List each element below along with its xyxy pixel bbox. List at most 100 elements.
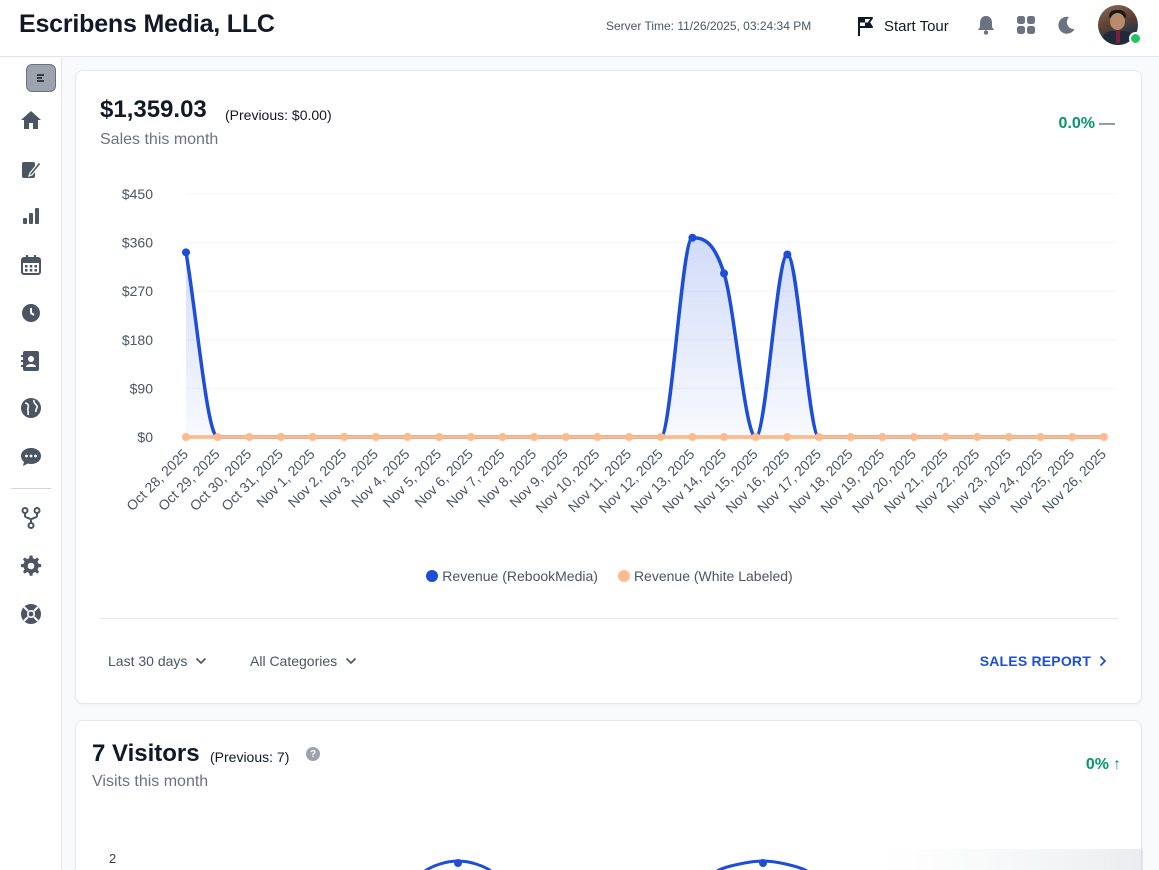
data-point-white-labeled[interactable] [593,433,602,441]
start-tour-label: Start Tour [884,17,949,35]
series-area-rebookmedia [186,237,1104,437]
start-tour-button[interactable]: Start Tour [856,14,949,38]
data-point-white-labeled[interactable] [878,433,887,441]
legend-item-rebookmedia[interactable]: Revenue (RebookMedia) [426,568,598,584]
visitors-change: 0% ↑ [1086,756,1121,774]
y-tick-label: $90 [130,380,154,396]
sales-amount: $1,359.03 [100,96,207,123]
legend-label-white-labeled: Revenue (White Labeled) [633,568,793,584]
period-dropdown[interactable]: Last 30 days [108,653,207,669]
legend-item-white-labeled[interactable]: Revenue (White Labeled) [617,568,793,584]
data-point-white-labeled[interactable] [973,433,982,441]
visitors-subtitle: Visits this month [92,773,209,790]
user-avatar[interactable] [1098,5,1138,45]
chevron-down-icon [346,657,357,665]
visitors-change-value: 0% [1085,756,1109,773]
data-point-white-labeled[interactable] [1099,433,1108,441]
clock-icon[interactable] [19,301,43,325]
sales-card: $1,359.03 (Previous: $0.00) Sales this m… [75,70,1142,704]
sidebar [0,58,62,870]
data-point-white-labeled[interactable] [403,433,412,441]
contacts-book-icon[interactable] [19,349,43,373]
legend-dot-rebookmedia [426,570,439,582]
server-time: Server Time: 11/26/2025, 03:24:34 PM [606,19,812,33]
y-tick-label: $0 [137,429,153,445]
visitors-previous: (Previous: 7) [210,749,290,765]
moon-icon[interactable] [1055,14,1077,36]
sidebar-divider [11,488,51,489]
legend-label-rebookmedia: Revenue (RebookMedia) [442,568,598,584]
apps-grid-icon[interactable] [1015,14,1037,36]
data-point-rebookmedia[interactable] [182,248,190,257]
card-divider [100,618,1118,619]
flag-icon [858,17,873,36]
menu-lines-icon [37,74,44,82]
visitors-title: 7 Visitors [92,740,200,767]
edit-document-icon[interactable] [19,157,43,181]
data-point-white-labeled[interactable] [561,433,570,441]
data-point-white-labeled[interactable] [182,433,190,441]
sales-change-indicator: — [1099,115,1115,132]
bell-icon[interactable] [975,14,997,36]
globe-icon[interactable] [19,396,43,420]
visitors-chart [424,849,1143,870]
data-point-white-labeled[interactable] [435,433,444,441]
data-point-white-labeled[interactable] [941,433,950,441]
data-point-white-labeled[interactable] [1068,433,1077,441]
sales-report-link[interactable]: SALES REPORT [980,653,1107,669]
data-point-white-labeled[interactable] [1004,433,1013,441]
data-point-rebookmedia[interactable] [783,250,792,259]
y-tick-label: $360 [122,235,153,251]
chevron-down-icon [196,657,207,665]
calendar-icon[interactable] [19,253,43,277]
category-dropdown-label: All Categories [250,653,338,669]
data-point-white-labeled[interactable] [276,433,285,441]
home-icon[interactable] [19,108,43,132]
series-line-rebookmedia [184,235,1104,439]
top-header: Escribens Media, LLC Server Time: 11/26/… [0,0,1159,57]
data-point-white-labeled[interactable] [656,433,665,441]
data-point-white-labeled[interactable] [213,433,222,441]
bar-chart-icon[interactable] [19,204,43,228]
chat-bubble-icon[interactable] [19,445,43,469]
chevron-right-icon [1099,655,1107,667]
data-point-white-labeled[interactable] [371,433,380,441]
visitors-y-tick: 2 [109,851,117,866]
data-point-rebookmedia[interactable] [688,233,697,242]
gear-icon[interactable] [19,554,43,578]
data-point-white-labeled[interactable] [498,433,507,441]
data-point-white-labeled[interactable] [751,433,760,441]
sidebar-collapse-button[interactable] [26,64,56,92]
data-point-white-labeled[interactable] [625,433,634,441]
help-icon[interactable]: ? [306,747,320,761]
sales-subtitle: Sales this month [100,131,219,148]
data-point-white-labeled[interactable] [815,433,823,441]
online-status-indicator [1129,32,1142,45]
sales-change: 0.0% — [1059,115,1115,133]
data-point-white-labeled[interactable] [688,433,697,441]
data-point-white-labeled[interactable] [308,433,317,441]
up-arrow-icon: ↑ [1113,756,1121,773]
data-point-white-labeled[interactable] [783,433,792,441]
data-point-white-labeled[interactable] [1036,433,1045,441]
data-point-white-labeled[interactable] [720,433,729,441]
data-point-white-labeled[interactable] [466,433,475,441]
data-point-white-labeled[interactable] [245,433,254,441]
company-name: Escribens Media, LLC [19,10,275,38]
lifebuoy-icon[interactable] [19,602,43,626]
sales-previous: (Previous: $0.00) [225,107,332,123]
fork-branch-icon[interactable] [19,506,43,530]
data-point-white-labeled[interactable] [530,433,539,441]
data-point-white-labeled[interactable] [340,433,349,441]
data-point-rebookmedia[interactable] [720,269,729,278]
data-point-white-labeled[interactable] [846,433,855,441]
y-tick-label: $270 [122,283,153,299]
visitors-card: 7 Visitors (Previous: 7) ? Visits this m… [75,720,1143,870]
data-point-white-labeled[interactable] [909,433,918,441]
y-tick-label: $180 [122,332,153,348]
category-dropdown[interactable]: All Categories [250,653,357,669]
period-dropdown-label: Last 30 days [108,653,188,669]
sales-change-value: 0.0% [1058,115,1095,132]
chart-legend: Revenue (RebookMedia) Revenue (White Lab… [76,568,1143,584]
